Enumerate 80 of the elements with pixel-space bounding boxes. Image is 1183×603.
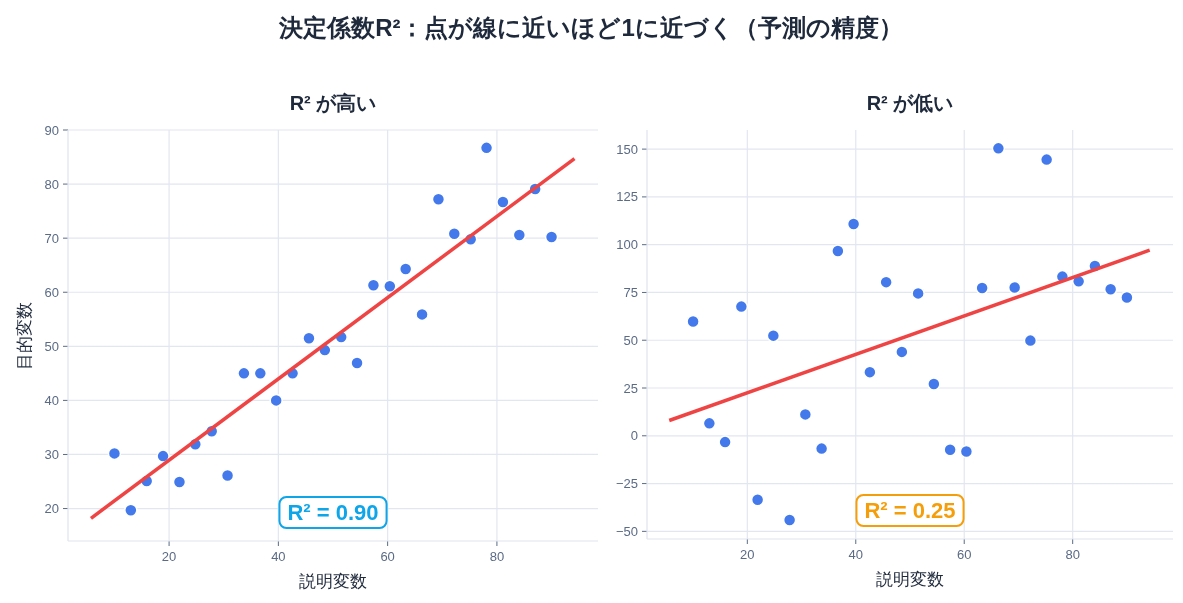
point [686,314,700,329]
point [479,141,494,155]
point [734,299,749,314]
y-tick-label: −25 [615,476,638,492]
y-tick-label: 25 [623,380,638,396]
x-tick-label: 20 [740,547,755,562]
point [398,262,413,276]
point [863,365,877,379]
point [383,279,397,294]
point [879,275,893,289]
point [895,345,909,359]
point [1120,290,1134,305]
x-tick-label: 80 [489,549,505,564]
point [1039,152,1054,167]
point [253,366,268,381]
point [124,503,138,517]
point [702,416,717,431]
chart-title: R² が低い [866,92,954,114]
y-axis-title: 目的変数 [15,301,34,370]
x-tick-label: 60 [380,549,395,564]
x-tick-label: 40 [271,549,286,564]
point [302,331,316,345]
point [415,307,429,322]
y-tick-label: 75 [623,284,638,300]
point [718,435,732,449]
point [107,446,122,461]
point [975,281,989,295]
point [350,356,364,370]
y-tick-label: 90 [44,122,59,138]
point [943,443,957,457]
y-tick-label: 125 [616,189,638,205]
point [1007,280,1022,295]
y-tick-label: 0 [630,428,638,444]
point [1103,282,1118,296]
y-tick-label: 80 [44,176,59,192]
x-axis-title: 説明変数 [299,572,367,591]
point [447,227,462,241]
y-tick-label: 100 [616,237,638,253]
y-tick-label: 150 [616,141,638,157]
point [512,228,527,242]
y-tick-label: 70 [44,230,59,246]
point [269,393,283,408]
point [991,141,1006,156]
annotation: R² = 0.25 [864,498,956,523]
point [911,286,925,301]
point [831,244,845,258]
point [496,195,510,209]
point [927,377,941,391]
y-tick-label: 50 [44,338,59,354]
y-tick-label: 50 [623,332,638,348]
y-tick-label: 30 [44,446,59,462]
point [750,493,765,507]
point [1023,333,1038,348]
point [156,449,170,463]
point [544,230,559,244]
point [220,468,235,483]
point [431,192,446,206]
point [172,475,187,489]
text: 決定係数R²：点が線に近いほど1に近づく（予測の精度） [278,14,903,41]
y-tick-label: 20 [44,501,59,517]
y-tick-label: 40 [44,392,59,408]
annotation: R² = 0.25 [855,494,965,527]
point [766,328,781,343]
chart-title: R² が高い [289,92,377,114]
point [959,444,974,459]
point [846,217,861,231]
annotation: R² = 0.90 [278,496,388,529]
x-tick-label: 20 [161,549,177,564]
point [814,441,829,456]
point [237,366,251,381]
x-tick-label: 80 [1065,547,1080,562]
x-axis-title: 説明変数 [876,570,944,589]
point [366,278,381,292]
x-tick-label: 40 [848,547,864,562]
x-tick-label: 60 [956,547,972,562]
point [782,513,797,527]
y-tick-label: −50 [615,523,638,539]
point [798,407,813,422]
annotation: R² = 0.90 [287,500,379,525]
y-tick-label: 60 [44,284,59,300]
